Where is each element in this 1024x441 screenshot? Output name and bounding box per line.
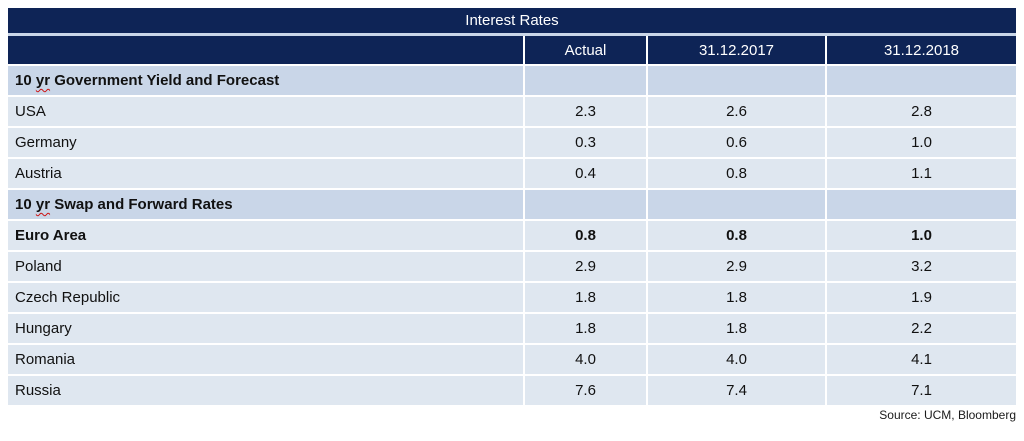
- row-label: Austria: [8, 159, 523, 188]
- table-title: Interest Rates: [465, 12, 559, 29]
- value-cell: 1.1: [827, 159, 1016, 188]
- value-cell: 0.8: [648, 221, 825, 250]
- value-cell: 1.0: [827, 128, 1016, 157]
- value-cell: 2.3: [525, 97, 646, 126]
- value-cell: [827, 190, 1016, 219]
- value-cell: 0.8: [648, 159, 825, 188]
- value-cell: 3.2: [827, 252, 1016, 281]
- row-label: Germany: [8, 128, 523, 157]
- value-cell: 0.6: [648, 128, 825, 157]
- row-label: Poland: [8, 252, 523, 281]
- value-cell: 0.8: [525, 221, 646, 250]
- value-cell: 0.3: [525, 128, 646, 157]
- row-label: Russia: [8, 376, 523, 405]
- value-cell: 7.4: [648, 376, 825, 405]
- row-label: Czech Republic: [8, 283, 523, 312]
- source-attribution: Source: UCM, Bloomberg: [879, 408, 1016, 422]
- value-cell: 1.9: [827, 283, 1016, 312]
- interest-rates-table: Interest Rates Actual 31.12.2017 31.12.2…: [8, 8, 1016, 405]
- label-part: 10: [15, 72, 36, 89]
- row-label: Romania: [8, 345, 523, 374]
- value-cell: 2.8: [827, 97, 1016, 126]
- label-part: Swap and Forward Rates: [50, 196, 233, 213]
- value-cell: [648, 66, 825, 95]
- value-cell: [648, 190, 825, 219]
- label-part: Government Yield and Forecast: [50, 72, 280, 89]
- value-cell: 4.1: [827, 345, 1016, 374]
- row-label: Hungary: [8, 314, 523, 343]
- section-label-cell: 10 yr Swap and Forward Rates: [8, 190, 523, 219]
- value-cell: 4.0: [648, 345, 825, 374]
- section-label: 10 yr Swap and Forward Rates: [15, 196, 233, 213]
- header-31-12-2017: 31.12.2017: [648, 36, 825, 64]
- value-cell: [827, 66, 1016, 95]
- row-label: USA: [8, 97, 523, 126]
- rates-grid: Actual 31.12.2017 31.12.2018 10 yr Gover…: [8, 36, 1016, 405]
- header-empty-cell: [8, 36, 523, 64]
- value-cell: 7.1: [827, 376, 1016, 405]
- value-cell: 1.8: [525, 283, 646, 312]
- value-cell: 1.8: [525, 314, 646, 343]
- header-actual: Actual: [525, 36, 646, 64]
- title-header-divider: [8, 33, 1016, 36]
- spellcheck-underlined-word: yr: [35, 196, 51, 213]
- section-label-cell: 10 yr Government Yield and Forecast: [8, 66, 523, 95]
- value-cell: 1.8: [648, 283, 825, 312]
- spellcheck-underlined-word: yr: [35, 72, 51, 89]
- value-cell: 2.6: [648, 97, 825, 126]
- value-cell: 7.6: [525, 376, 646, 405]
- row-label: Euro Area: [8, 221, 523, 250]
- value-cell: [525, 190, 646, 219]
- label-part: 10: [15, 196, 36, 213]
- value-cell: [525, 66, 646, 95]
- table-title-bar: Interest Rates: [8, 8, 1016, 33]
- value-cell: 2.2: [827, 314, 1016, 343]
- value-cell: 1.0: [827, 221, 1016, 250]
- header-31-12-2018: 31.12.2018: [827, 36, 1016, 64]
- section-label: 10 yr Government Yield and Forecast: [15, 72, 279, 89]
- value-cell: 2.9: [525, 252, 646, 281]
- value-cell: 4.0: [525, 345, 646, 374]
- value-cell: 1.8: [648, 314, 825, 343]
- value-cell: 0.4: [525, 159, 646, 188]
- value-cell: 2.9: [648, 252, 825, 281]
